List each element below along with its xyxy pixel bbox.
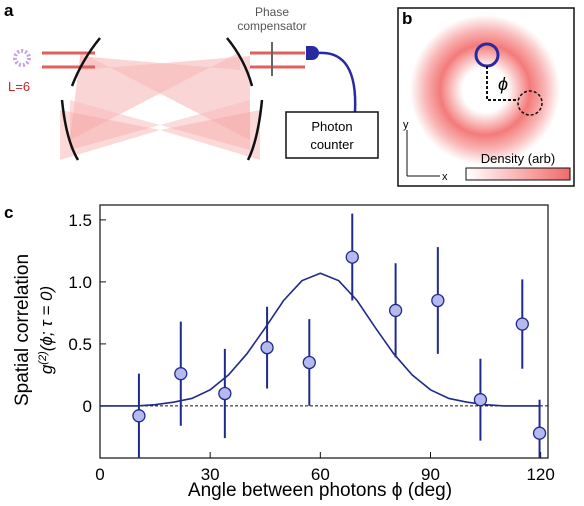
mirror xyxy=(70,37,101,87)
panel-label: a xyxy=(4,1,14,20)
counter-label: counter xyxy=(310,137,354,152)
mode-label: L=6 xyxy=(8,79,30,94)
panel-a: a L=6 Phase compensator Photon counter xyxy=(4,1,379,161)
phi-label: ϕ xyxy=(498,74,508,94)
panel-label: b xyxy=(402,9,412,28)
data-point xyxy=(174,367,188,381)
data-point xyxy=(388,303,403,318)
data-point xyxy=(515,317,529,331)
angle-path xyxy=(486,66,518,101)
x-axis-label: Angle between photons ϕ (deg) xyxy=(188,480,452,501)
math: g xyxy=(37,364,56,374)
mirror xyxy=(226,37,254,87)
x-tick-label: 60 xyxy=(311,465,330,484)
plot-frame xyxy=(99,204,549,459)
beam xyxy=(60,110,260,160)
y-axis-math: g(2)(ϕ; τ = 0) xyxy=(37,286,56,374)
chart: c Angle between photons ϕ (deg) Spatial … xyxy=(4,203,555,501)
axis-label: x xyxy=(442,171,448,183)
y-tick-label: 1.0 xyxy=(68,273,92,292)
y-tick-label: 0 xyxy=(83,397,92,416)
beam xyxy=(70,100,250,150)
data-point xyxy=(302,355,316,370)
x-tick-label: 0 xyxy=(95,465,104,484)
axis-label: y xyxy=(403,119,409,131)
data-point xyxy=(431,293,445,308)
density-ring xyxy=(410,15,560,165)
phase-label: Phase xyxy=(255,5,289,19)
fit-curve xyxy=(100,272,541,407)
data-point xyxy=(473,393,488,407)
counter-label: Photon xyxy=(311,119,352,134)
phase-label: compensator xyxy=(237,19,306,33)
data-point xyxy=(218,386,232,401)
data-point xyxy=(132,409,146,423)
x-tick-label: 90 xyxy=(421,465,440,484)
mirror xyxy=(246,99,264,161)
density-bar xyxy=(465,167,571,181)
y-axis-label: Spatial correlation xyxy=(12,254,33,406)
y-tick-label: 0.5 xyxy=(68,335,92,354)
mirror xyxy=(60,99,80,161)
data-point xyxy=(345,250,359,264)
fiber xyxy=(317,51,357,113)
axes-arrows xyxy=(406,130,440,177)
photon-marker xyxy=(517,90,543,116)
mode-icon xyxy=(13,49,31,67)
panel-b: b ϕ y x Density (arb) xyxy=(397,7,575,187)
math: (ϕ; τ = 0) xyxy=(37,286,56,351)
counter-box xyxy=(285,111,379,159)
y-tick-label: 1.5 xyxy=(68,211,92,230)
density-label: Density (arb) xyxy=(481,151,555,166)
x-tick-label: 120 xyxy=(526,465,554,484)
fiber-coupler xyxy=(306,46,319,60)
data-point xyxy=(532,426,547,440)
math: (2) xyxy=(37,351,49,365)
panel-label: c xyxy=(4,203,13,222)
data-point xyxy=(260,340,274,355)
x-tick-label: 30 xyxy=(201,465,220,484)
